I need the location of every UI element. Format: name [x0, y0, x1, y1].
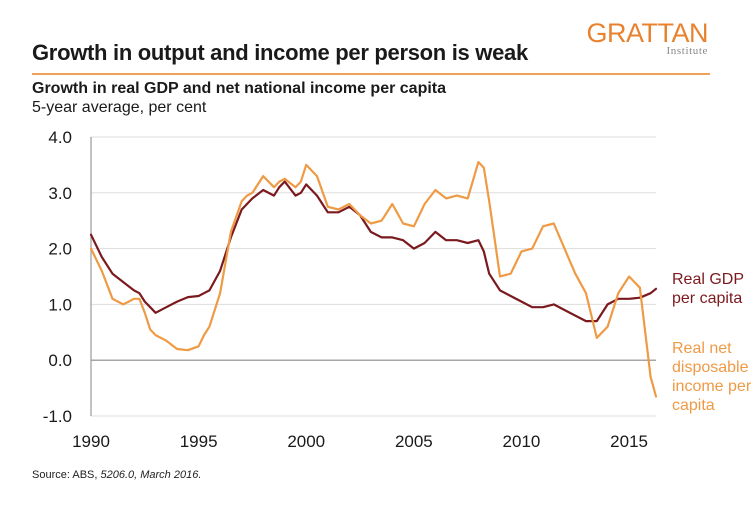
legend-label-gdp: Real GDP per capita: [672, 270, 744, 308]
x-tick-label: 1990: [72, 432, 110, 451]
y-tick-label: 1.0: [48, 295, 72, 314]
x-tick-label: 2000: [287, 432, 325, 451]
legend-line: Real GDP: [672, 271, 745, 288]
chart-units: 5-year average, per cent: [32, 99, 207, 116]
source-note: Source: ABS, 5206.0, March 2016.: [32, 469, 201, 481]
source-reference: 5206.0, March 2016.: [100, 469, 202, 481]
y-tick-label: 2.0: [48, 240, 72, 259]
y-tick-label: 4.0: [48, 128, 72, 147]
y-tick-label: -1.0: [43, 407, 72, 426]
chart-subtitle: Growth in real GDP and net national inco…: [32, 80, 447, 97]
legend-label-income: Real net disposable income per capita: [672, 339, 751, 415]
legend-line: capita: [672, 397, 715, 414]
title-divider: [32, 73, 710, 75]
page-title: Growth in output and income per person i…: [32, 40, 528, 65]
x-tick-label: 2010: [503, 432, 541, 451]
x-tick-label: 1995: [180, 432, 218, 451]
x-tick-label: 2015: [610, 432, 648, 451]
legend-line: per capita: [672, 290, 743, 307]
legend-line: disposable: [672, 359, 749, 376]
legend-line: income per: [672, 378, 752, 395]
y-tick-label: 3.0: [48, 184, 72, 203]
series-line-gdp: [89, 180, 658, 323]
logo-wordmark: GRATTAN: [586, 18, 709, 48]
grattan-logo: GRATTAN Institute: [586, 18, 709, 58]
series-line-income: [89, 161, 658, 398]
source-prefix: Source: ABS,: [32, 469, 101, 481]
legend-line: Real net: [672, 340, 732, 357]
y-tick-label: 0.0: [48, 351, 72, 370]
x-tick-label: 2005: [395, 432, 433, 451]
logo-subtext: Institute: [666, 45, 708, 57]
